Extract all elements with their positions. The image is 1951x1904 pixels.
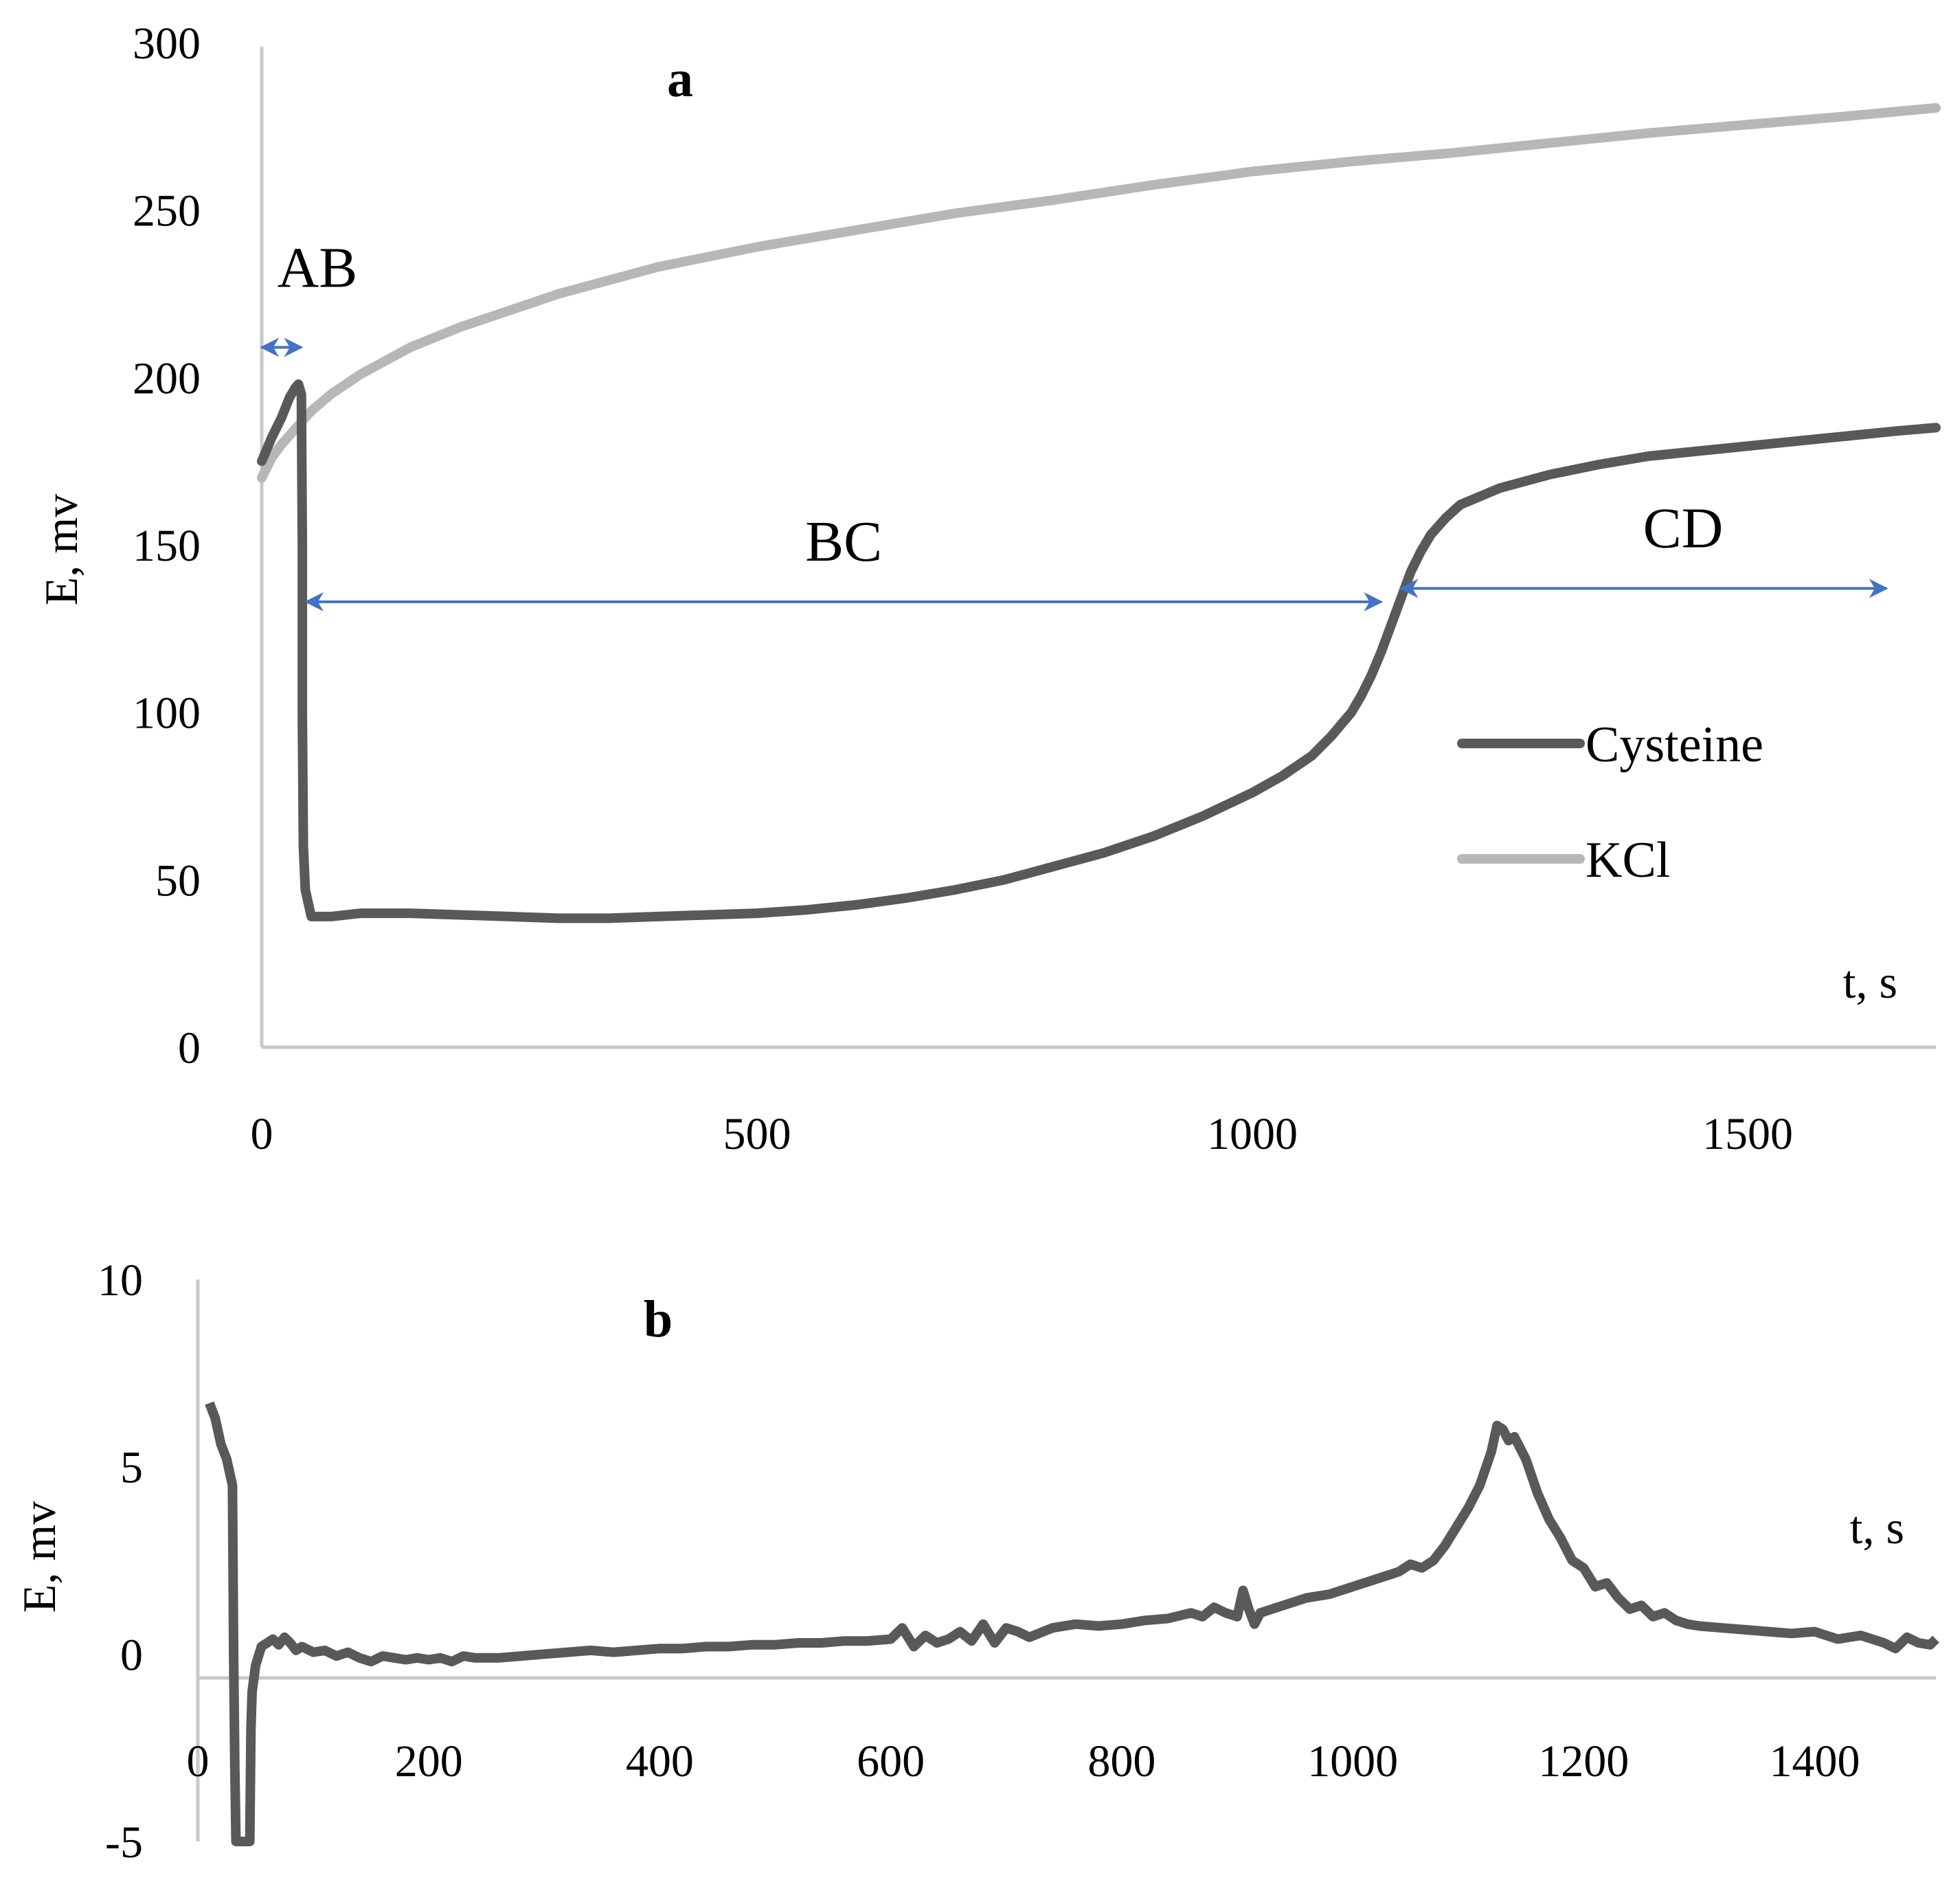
panel-a-tick-labels: 0 50 100 150 200 250 300 0 500 1000 1500 [133,19,1793,1159]
panel-a-x-tick-label: 0 [251,1109,273,1159]
panel-a-y-tick-label: 300 [133,19,201,69]
panel-b-x-tick-label: 800 [1087,1736,1155,1787]
panel-b-x-tick-label: 1000 [1307,1736,1398,1787]
panel-b-x-tick-label: 0 [187,1736,210,1787]
panel-a-x-tick-label: 1500 [1702,1109,1793,1159]
panel-a-x-tick-label: 1000 [1207,1109,1298,1159]
panel-b-letter: b [644,1290,673,1348]
panel-b-tick-labels: -5 0 5 10 0 200 400 600 800 1000 1200 1400 [98,1255,1860,1868]
panel-b-y-tick-label: 5 [120,1443,143,1493]
panel-a-letter: a [667,50,693,108]
panel-a-x-axis-title: t, s [1843,956,1897,1008]
panel-a-annotations: AB BC CD [260,236,1888,612]
panel-a-y-axis-title: E, mv [35,494,87,605]
panel-a-legend: Cysteine KCl [1457,717,1763,888]
series-line-cysteine [257,379,1941,923]
annotation-label-bc: BC [805,510,882,574]
panel-a-y-tick-label: 250 [133,186,201,236]
panel-b-y-axis-title: E, mv [13,1501,65,1613]
panel-b-x-tick-label: 200 [395,1736,463,1787]
panel-b-x-tick-label: 1200 [1538,1736,1629,1787]
panel-a-y-tick-label: 100 [133,688,201,739]
panel-a-y-tick-label: 0 [178,1023,201,1073]
panel-b-y-tick-label: 0 [120,1630,143,1680]
panel-a-series [257,103,1941,923]
series-line-kcl [257,103,1941,483]
panel-a-y-tick-label: 50 [155,855,201,906]
annotation-label-ab: AB [278,236,358,300]
legend-label-kcl: KCl [1586,832,1670,888]
panel-b-x-tick-label: 400 [626,1736,694,1787]
panel-b-y-tick-label: -5 [105,1817,143,1868]
panel-b-x-axis-title: t, s [1850,1501,1904,1554]
annotation-label-cd: CD [1643,496,1724,560]
panel-b-series [205,1401,1939,1846]
panel-b-chart: -5 0 5 10 0 200 400 600 800 1000 1200 1400 b t, s E… [13,1255,1939,1868]
panel-b-x-tick-label: 600 [857,1736,925,1787]
panel-a-y-tick-label: 200 [133,353,201,403]
panel-a-x-tick-label: 500 [723,1109,791,1159]
legend-label-cysteine: Cysteine [1586,717,1763,773]
panel-b-y-tick-label: 10 [98,1255,143,1306]
panel-b-x-tick-label: 1400 [1769,1736,1860,1787]
series-line-cysteine-derivative [205,1401,1939,1846]
panel-a-y-tick-label: 150 [133,521,201,571]
